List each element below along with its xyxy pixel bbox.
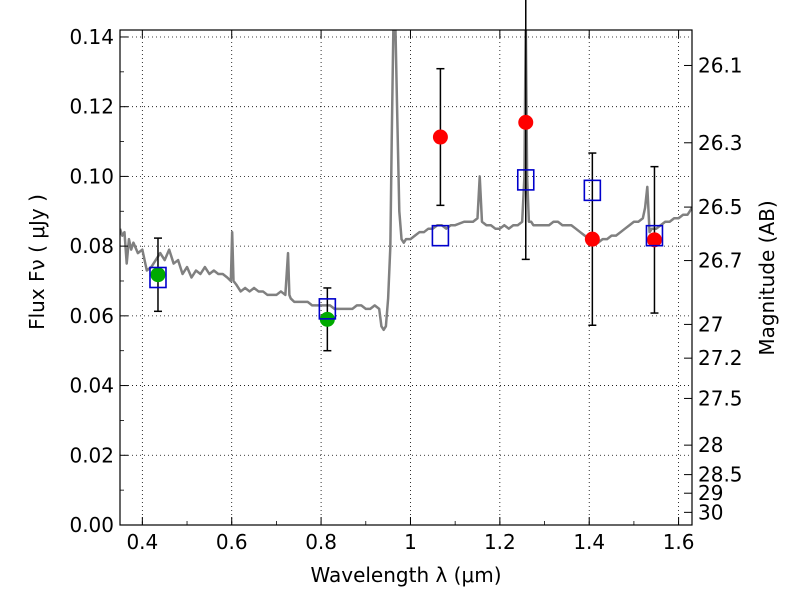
x-tick-label: 1 [404,530,417,554]
x-tick-label: 0.4 [126,530,158,554]
model-point-square [583,179,602,202]
y-tick-label: 0.02 [69,443,114,467]
grid-lines [120,30,692,525]
x-tick-label: 1.4 [573,530,605,554]
right-tick-label: 27.5 [698,386,743,410]
plot-frame [119,29,693,526]
data-point-circle [432,129,448,145]
y-axis-title-left: Flux Fν ( μJy ) [25,194,49,330]
axis-ticks: 0.4 0.6 0.8 1 1.2 1.4 1.6 0.00 0.02 0.04 0.06 0.08 0… [69,25,742,554]
model-point-square [318,298,337,320]
right-tick-label: 26.5 [698,195,743,219]
y-tick-label: 0.04 [69,374,114,398]
data-point-circle [584,231,600,247]
y-axis-title-right: Magnitude (AB) [755,200,779,355]
right-tick-label: 30 [698,500,723,524]
data-point-circle [518,114,534,130]
right-tick-label: 27 [698,312,723,336]
spectrum-line [120,30,692,332]
x-tick-label: 1.6 [663,530,695,554]
y-tick-label: 0.06 [69,304,114,328]
right-tick-label: 26.1 [698,53,743,77]
model-point-square [516,169,535,191]
template-spectrum [120,30,692,332]
y-tick-label: 0.14 [69,25,114,49]
x-tick-label: 0.6 [216,530,248,554]
error-bars [153,0,659,352]
y-tick-label: 0.00 [69,513,114,537]
right-tick-label: 27.2 [698,346,743,370]
y-tick-label: 0.08 [69,234,114,258]
right-tick-label: 29 [698,481,723,505]
data-point-circle [646,232,662,248]
model-point-square [431,224,450,247]
right-tick-label: 28 [698,433,723,457]
right-tick-label: 26.7 [698,249,743,273]
x-tick-label: 0.8 [305,530,337,554]
data-markers [149,114,664,327]
x-axis-title: Wavelength λ (μm) [310,563,501,587]
model-point-square [645,224,664,247]
model-point-square [149,266,167,289]
right-tick-label: 26.3 [698,131,743,155]
y-tick-label: 0.12 [69,95,114,119]
right-tick-label: 28.5 [698,463,743,487]
y-tick-label: 0.10 [69,164,114,188]
data-point-circle [150,267,166,283]
x-tick-label: 1.2 [484,530,516,554]
